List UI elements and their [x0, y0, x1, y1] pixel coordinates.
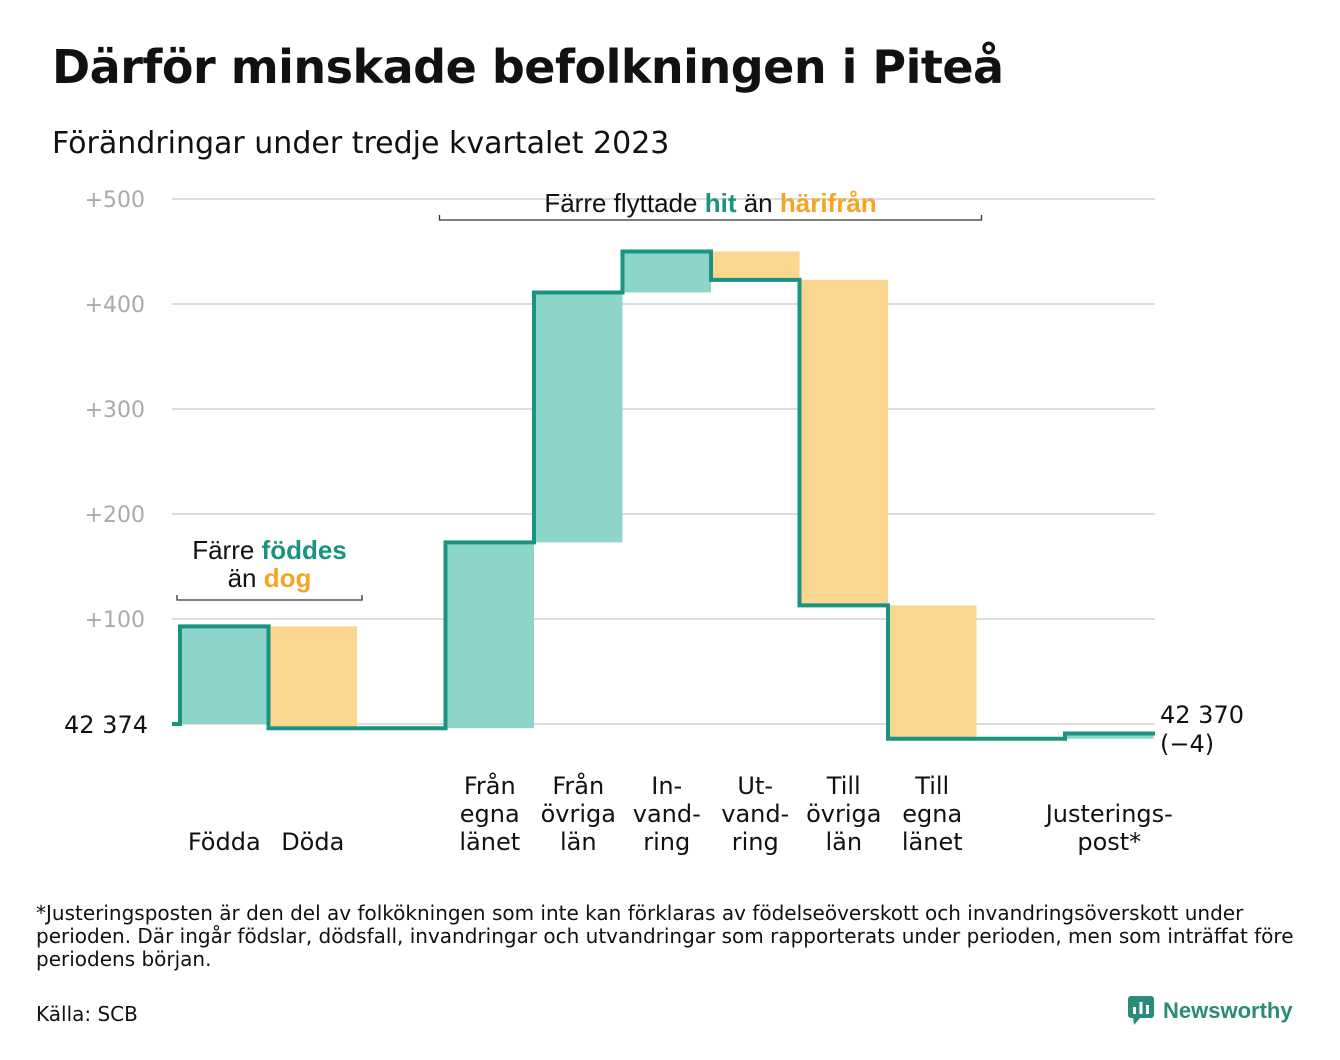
category-label: Justerings-post*	[1044, 800, 1173, 856]
y-tick-label: +300	[85, 398, 145, 423]
annotation-bracket-migration	[438, 215, 983, 221]
y-tick-label: +500	[85, 188, 145, 213]
footnote: *Justeringsposten är den del av folkökni…	[36, 901, 1294, 971]
waterfall-bar	[622, 251, 711, 293]
y-tick-label: +200	[85, 503, 145, 528]
running-total-line	[172, 249, 1155, 741]
annotation-migration: Färre flyttade hit än härifrån	[544, 188, 876, 218]
y-tick-label: +100	[85, 608, 145, 633]
waterfall-bar	[268, 626, 357, 729]
waterfall-bar	[711, 251, 800, 280]
waterfall-bar	[799, 279, 888, 606]
category-label: In-vand-ring	[633, 772, 701, 856]
y-tick-label: +400	[85, 293, 145, 318]
waterfall-bar	[888, 605, 977, 739]
category-label: Födda	[188, 828, 261, 856]
annotation-births-line1: Färre föddes	[192, 535, 347, 565]
category-label: Ut-vand-ring	[721, 772, 789, 856]
waterfall-chart: +100 +200 +300 +400 +500 42 374 42 370(−4) Född…	[64, 188, 1244, 856]
waterfall-bar	[1065, 733, 1154, 739]
waterfall-bar	[445, 542, 534, 729]
brand: Newsworthy	[1128, 996, 1293, 1026]
chart-subtitle: Förändringar under tredje kvartalet 2023	[52, 126, 670, 161]
brand-name: Newsworthy	[1163, 998, 1293, 1023]
category-label: Från övriga län	[541, 771, 616, 856]
category-label: Döda	[281, 828, 344, 856]
source-label: Källa: SCB	[36, 1002, 138, 1026]
category-label: Till övriga län	[806, 772, 881, 856]
chart-title: Därför minskade befolkningen i Piteå	[52, 40, 1004, 94]
start-value-label: 42 374	[64, 711, 148, 739]
end-change-label: (−4)	[1160, 730, 1214, 758]
annotation-births-line2: än dog	[228, 563, 312, 593]
category-label: Från egna länet	[459, 771, 520, 856]
category-label: Till egna länet	[902, 772, 963, 856]
waterfall-bar	[534, 292, 623, 543]
end-value-label: 42 370	[1160, 701, 1244, 729]
waterfall-bar	[180, 626, 269, 724]
newsworthy-logo-icon	[1128, 996, 1154, 1025]
annotation-bracket-births	[176, 595, 363, 601]
